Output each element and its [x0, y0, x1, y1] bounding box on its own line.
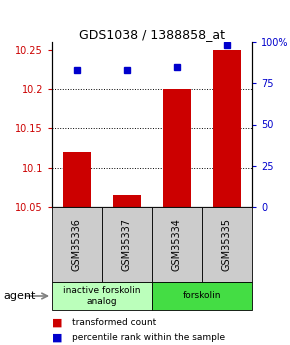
- Text: GSM35336: GSM35336: [72, 218, 82, 271]
- Text: GSM35334: GSM35334: [172, 218, 182, 271]
- Text: GSM35335: GSM35335: [222, 218, 232, 271]
- Text: transformed count: transformed count: [72, 318, 157, 327]
- Bar: [52, 207, 102, 282]
- Bar: [102, 207, 152, 282]
- Bar: [113, 195, 141, 207]
- Text: ■: ■: [52, 333, 66, 342]
- Text: forskolin: forskolin: [183, 292, 221, 300]
- Title: GDS1038 / 1388858_at: GDS1038 / 1388858_at: [79, 28, 225, 41]
- Bar: [52, 282, 152, 310]
- Bar: [152, 282, 252, 310]
- Bar: [163, 89, 191, 207]
- Text: inactive forskolin
analog: inactive forskolin analog: [63, 286, 141, 306]
- Text: percentile rank within the sample: percentile rank within the sample: [72, 333, 225, 342]
- Bar: [202, 207, 252, 282]
- Text: ■: ■: [52, 318, 66, 327]
- Text: GSM35337: GSM35337: [122, 218, 132, 271]
- Bar: [213, 50, 241, 207]
- Bar: [63, 152, 91, 207]
- Text: agent: agent: [3, 291, 35, 301]
- Bar: [152, 207, 202, 282]
